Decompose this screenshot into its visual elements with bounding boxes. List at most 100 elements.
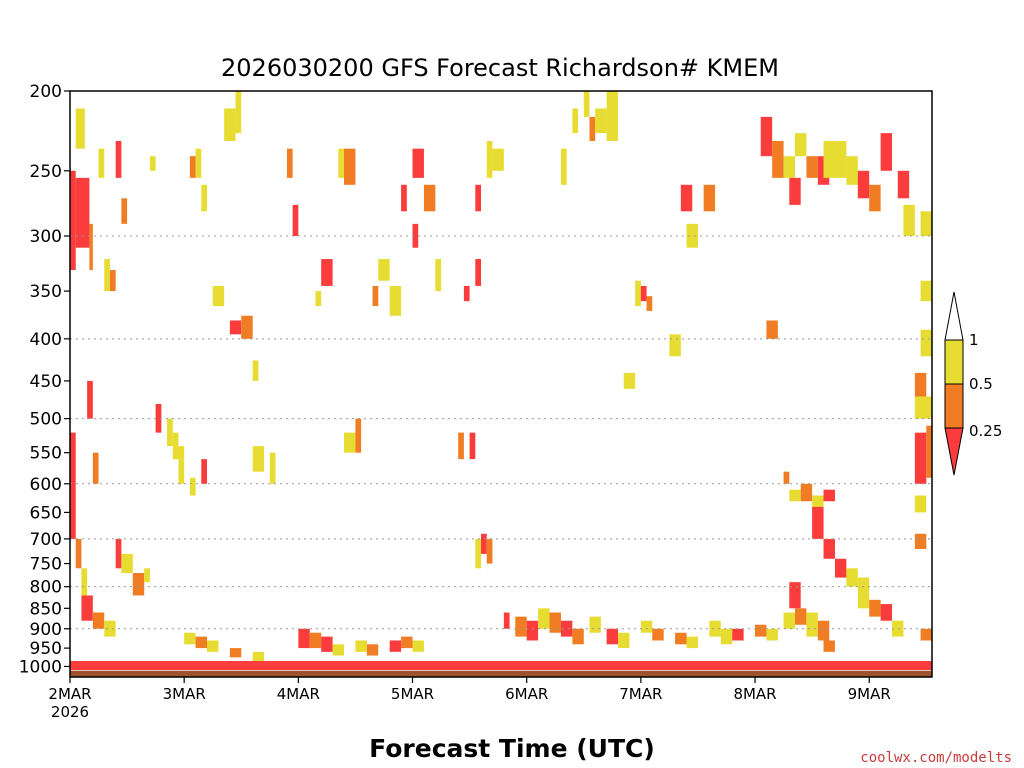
- ri-cell: [686, 223, 698, 248]
- ri-cell: [115, 140, 122, 178]
- ri-cell: [823, 140, 847, 178]
- ri-cell: [184, 632, 196, 645]
- ri-cell: [880, 133, 893, 171]
- ri-cell: [783, 156, 795, 178]
- ri-cell: [789, 489, 801, 502]
- plot-area: [70, 91, 932, 677]
- ri-cell: [606, 628, 619, 645]
- ri-cell: [892, 620, 904, 637]
- ri-cell: [503, 612, 510, 629]
- x-tick-label: 3MAR: [163, 685, 206, 703]
- x-tick-label: 9MAR: [848, 685, 891, 703]
- y-tick-label: 750: [30, 555, 62, 575]
- y-tick-label: 1000: [19, 657, 62, 677]
- ri-cell: [189, 477, 196, 496]
- x-axis-label: Forecast Time (UTC): [369, 734, 655, 763]
- ri-cell: [338, 148, 345, 178]
- ri-cell: [149, 156, 156, 171]
- ri-cell: [401, 184, 407, 212]
- ri-cell: [926, 425, 932, 478]
- x-tick-label: 6MAR: [505, 685, 548, 703]
- ri-cell: [823, 640, 835, 652]
- ri-cell: [195, 636, 208, 649]
- y-tick-label: 200: [30, 82, 62, 102]
- ri-cell: [806, 612, 818, 637]
- ri-cell: [646, 296, 653, 311]
- ri-cell: [823, 489, 835, 502]
- ri-cell: [332, 644, 345, 656]
- ri-cell: [675, 632, 687, 645]
- watermark: coolwx.com/modelts: [860, 750, 1012, 766]
- ri-cell: [640, 620, 653, 633]
- ri-cell: [412, 148, 424, 178]
- y-tick-label: 800: [30, 578, 62, 598]
- ri-cell: [70, 432, 76, 539]
- ri-cell: [686, 636, 698, 649]
- ri-cell: [81, 595, 93, 621]
- ri-cell: [229, 320, 242, 335]
- ri-cell: [772, 140, 784, 178]
- colorbar-label: 0.25: [969, 422, 1002, 440]
- ri-cell: [235, 91, 242, 134]
- x-tick-label: 8MAR: [733, 685, 776, 703]
- ri-cell: [435, 259, 442, 292]
- ri-cell: [132, 572, 145, 596]
- ri-cell: [880, 604, 893, 621]
- ri-cell: [92, 612, 105, 629]
- ri-cell: [794, 133, 807, 157]
- ri-cell: [75, 538, 82, 569]
- ri-cell: [903, 204, 915, 236]
- ri-cell: [298, 628, 310, 649]
- ri-cell: [869, 599, 881, 617]
- ri-cell: [914, 372, 927, 397]
- ri-cell: [121, 198, 128, 224]
- ri-cell: [635, 280, 641, 307]
- ri-cell: [389, 285, 402, 316]
- y-tick-label: 650: [30, 503, 62, 523]
- ri-cell: [178, 446, 185, 484]
- ri-cell: [81, 568, 88, 596]
- ri-cell: [526, 620, 539, 641]
- ri-cell: [766, 628, 778, 641]
- colorbar-bin: [944, 383, 964, 429]
- ri-cell: [344, 432, 356, 453]
- colorbar-bottom-arrow: [944, 427, 964, 476]
- x-tick-label: 4MAR: [277, 685, 320, 703]
- ri-cell: [423, 184, 436, 212]
- ri-cell: [201, 459, 208, 484]
- ri-cell: [144, 568, 150, 583]
- colorbar-top-arrow: [944, 291, 964, 341]
- ri-cell: [800, 483, 813, 502]
- ri-cell: [789, 582, 801, 609]
- ri-cell: [412, 223, 419, 248]
- ri-cell: [755, 624, 767, 637]
- ri-cell: [794, 608, 807, 625]
- ri-cell: [87, 380, 93, 419]
- ri-cell: [224, 108, 236, 141]
- ri-cell: [458, 432, 464, 460]
- ri-cell: [760, 116, 773, 157]
- plot-frame: [69, 90, 933, 678]
- ri-cell: [115, 538, 122, 569]
- ground-fill: [70, 670, 932, 677]
- x-tick-label: 5MAR: [391, 685, 434, 703]
- ri-cell: [623, 372, 636, 389]
- ri-cell: [463, 285, 470, 302]
- ri-cell: [589, 116, 596, 141]
- ri-cell: [321, 259, 333, 286]
- ri-cell: [486, 140, 493, 178]
- ri-cell: [70, 170, 76, 271]
- ri-cell: [344, 148, 356, 185]
- ri-cell: [857, 170, 870, 199]
- ri-cell: [75, 177, 90, 248]
- ri-cell: [486, 538, 493, 564]
- ri-cell: [401, 636, 413, 649]
- ri-cell: [914, 396, 932, 419]
- y-tick-label: 450: [30, 372, 62, 392]
- ri-cell: [857, 577, 870, 609]
- ri-cell: [98, 148, 105, 178]
- ri-cell: [560, 620, 573, 637]
- ri-cell: [212, 285, 225, 307]
